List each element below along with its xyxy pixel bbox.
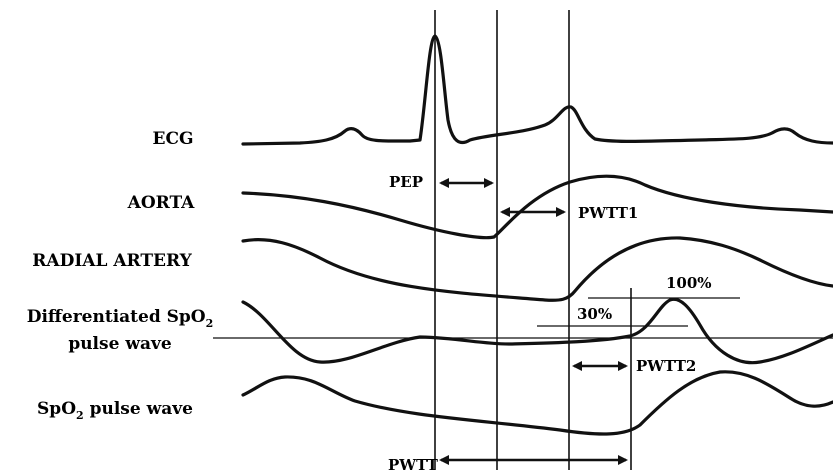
label-threshold-100: 100% (666, 274, 712, 292)
label-threshold-30: 30% (577, 305, 612, 323)
label-spo2-prefix: SpO (37, 399, 76, 419)
label-pep: PEP (389, 173, 423, 191)
differentiated-spo2-waveform (241, 297, 833, 365)
ecg-waveform (241, 34, 833, 146)
label-ecg: ECG (152, 129, 193, 149)
label-aorta: AORTA (127, 193, 196, 213)
aorta-waveform (241, 174, 833, 240)
label-pwtt: PWTT (388, 456, 439, 474)
label-differentiated-pulse-wave: pulse wave (68, 334, 172, 354)
radial-artery-waveform (241, 236, 833, 302)
label-differentiated-spo2: Differentiated SpO2 (27, 307, 214, 330)
label-spo2-suffix: pulse wave (84, 399, 193, 419)
label-spo2-subscript: 2 (76, 409, 84, 422)
label-pwtt2: PWTT2 (636, 357, 696, 375)
spo2-waveform (241, 370, 833, 436)
label-spo2-pulse-wave: SpO2 pulse wave (37, 399, 193, 422)
label-pwtt1: PWTT1 (578, 204, 638, 222)
label-differentiated-spo2-subscript: 2 (206, 317, 214, 330)
label-differentiated-spo2-prefix: Differentiated SpO (27, 307, 206, 327)
label-radial-artery: RADIAL ARTERY (32, 251, 192, 271)
